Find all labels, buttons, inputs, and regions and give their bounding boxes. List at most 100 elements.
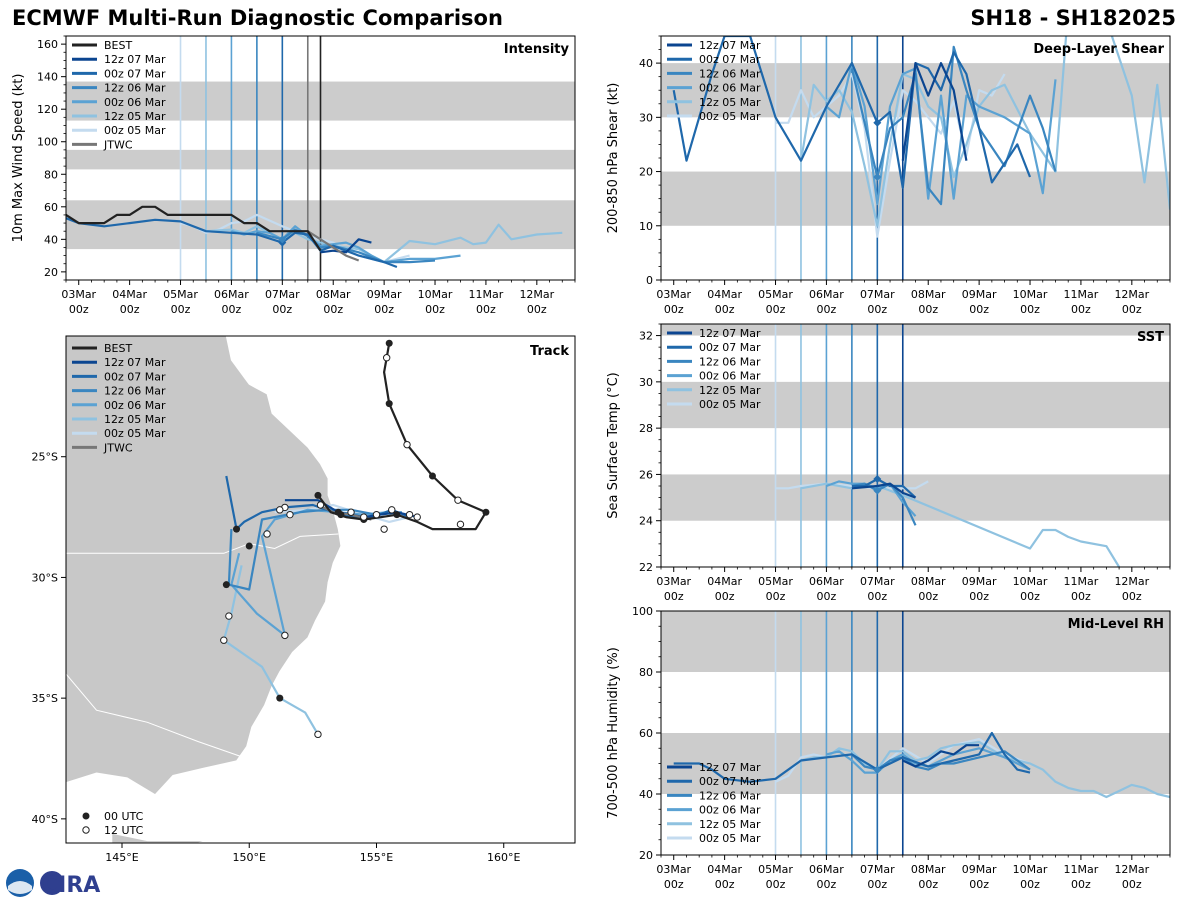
track-legend-label: 00z 06 Mar [104, 399, 166, 412]
sst-y-tick-label: 24 [639, 515, 653, 528]
rh-x-tick-label: 07Mar [860, 863, 895, 876]
track-point-00utc [393, 511, 401, 519]
shear-series-line [799, 36, 1170, 227]
track-legend-label: 12z 05 Mar [104, 413, 166, 426]
sst-x-tick-label: 04Mar [707, 575, 742, 588]
sst-panel: 22 24 26 28 30 32 03Mar 00z 04Mar 00z 05Mar 00z 06Ma… [606, 323, 1171, 603]
intensity-x-tick-label: 06Mar [214, 288, 249, 301]
sst-y-tick-label: 32 [639, 330, 653, 343]
sst-legend-label: 12z 07 Mar [699, 327, 761, 340]
rh-x-tick-label: 11Mar [1064, 863, 1099, 876]
track-point-00utc [428, 472, 436, 480]
track-x-tick-label: 145°E [105, 851, 138, 864]
track-point-12utc [263, 530, 271, 538]
track-point-12utc [413, 513, 421, 521]
track-point-12utc [388, 506, 396, 514]
shear-x-tick-label-hour: 00z [1071, 303, 1091, 316]
rh-panel-title: Mid-Level RH [1068, 617, 1164, 632]
intensity-legend-label: 12z 06 Mar [104, 82, 166, 95]
rh-x-tick-label-hour: 00z [664, 878, 684, 891]
intensity-y-tick-label: 100 [37, 136, 58, 149]
track-point-12utc [456, 520, 465, 529]
track-panel: 145°E 150°E 155°E 160°E 25°S 30°S 35°S 40°S Trac… [32, 335, 576, 864]
shear-x-tick-label: 03Mar [656, 288, 691, 301]
shear-y-tick-label: 0 [646, 274, 653, 287]
rh-y-tick-label: 20 [639, 849, 653, 862]
intensity-y-tick-label: 160 [37, 38, 58, 51]
shear-x-tick-label: 12Mar [1114, 288, 1149, 301]
shear-y-tick-label: 30 [639, 111, 653, 124]
track-point-00utc [276, 694, 284, 702]
rh-series-line [902, 744, 980, 768]
track-point-12utc [380, 525, 388, 533]
shear-data-point [873, 118, 882, 127]
sst-x-tick-label: 09Mar [962, 575, 997, 588]
state-border-nsw-vic [66, 673, 247, 759]
intensity-x-tick-label-hour: 00z [69, 303, 89, 316]
sst-x-tick-label: 12Mar [1114, 575, 1149, 588]
track-point-00utc [314, 491, 322, 499]
track-point-00utc [385, 400, 393, 408]
intensity-x-tick-label-hour: 00z [425, 303, 445, 316]
intensity-x-tick-label-hour: 00z [476, 303, 496, 316]
shear-series-line [672, 36, 1032, 189]
page-title: ECMWF Multi-Run Diagnostic Comparison [12, 6, 503, 30]
intensity-x-tick-label: 09Mar [367, 288, 402, 301]
track-point-00utc [245, 542, 253, 550]
track-line [227, 508, 403, 591]
shear-x-tick-label-hour: 00z [817, 303, 837, 316]
sst-legend-label: 12z 06 Mar [699, 355, 761, 368]
intensity-x-tick-label-hour: 00z [171, 303, 191, 316]
rh-x-tick-label: 12Mar [1114, 863, 1149, 876]
intensity-y-tick-label: 20 [44, 266, 58, 279]
sst-plot-area [661, 324, 1170, 567]
track-point-12utc [316, 501, 325, 509]
rh-series-line [800, 740, 1170, 799]
sst-y-tick-label: 30 [639, 376, 653, 389]
track-point-00utc [222, 581, 230, 589]
intensity-y-tick-label: 120 [37, 103, 58, 116]
intensity-y-tick-label: 40 [44, 233, 58, 246]
shear-x-tick-label: 10Mar [1013, 288, 1048, 301]
track-point-12utc [454, 496, 462, 504]
intensity-x-tick-label-hour: 00z [323, 303, 343, 316]
rh-x-tick-label: 03Mar [656, 863, 691, 876]
australia-landmass [66, 336, 342, 796]
shear-x-tick-label: 04Mar [707, 288, 742, 301]
sst-legend-label: 00z 07 Mar [699, 341, 761, 354]
track-point-12utc [382, 354, 391, 362]
intensity-legend-label: 00z 06 Mar [104, 96, 166, 109]
sst-x-tick-label-hour: 00z [918, 590, 938, 603]
track-point-12utc [405, 510, 414, 519]
track-line [317, 343, 487, 531]
intensity-x-tick-label: 05Mar [163, 288, 198, 301]
marker-legend-label: 00 UTC [104, 810, 144, 823]
track-x-tick-label: 150°E [233, 851, 266, 864]
shear-series-line [850, 45, 1057, 206]
intensity-panel-title: Intensity [504, 42, 570, 57]
intensity-panel: 20 40 60 80 100 120 140 160 03Mar 00z 04Mar 00z 05Ma… [11, 35, 576, 316]
sst-band [661, 381, 1170, 429]
rh-band [661, 611, 1170, 672]
rh-legend-label: 00z 06 Mar [699, 804, 761, 817]
sst-y-tick-label: 22 [639, 561, 653, 574]
shear-x-tick-label-hour: 00z [766, 303, 786, 316]
intensity-x-tick-label: 04Mar [112, 288, 147, 301]
intensity-legend-label: BEST [104, 39, 132, 52]
track-point-12utc [286, 510, 294, 519]
rh-legend-label: 12z 07 Mar [699, 761, 761, 774]
rh-panel: 20 40 60 80 100 03Mar 00z 04Mar 00z 05Mar 00z 06Mar… [606, 605, 1171, 891]
shear-x-tick-label: 06Mar [809, 288, 844, 301]
intensity-y-axis-label: 10m Max Wind Speed (kt) [11, 74, 26, 243]
shear-x-tick-label-hour: 00z [664, 303, 684, 316]
intensity-y-tick-label: 80 [44, 168, 58, 181]
intensity-x-tick-label: 11Mar [469, 288, 504, 301]
rh-x-tick-label-hour: 00z [918, 878, 938, 891]
sst-data-point [873, 475, 882, 484]
sst-data-point [873, 486, 882, 495]
track-point-12utc [372, 510, 381, 519]
track-point-12utc [225, 612, 233, 620]
rh-x-tick-label-hour: 00z [1071, 878, 1091, 891]
rh-x-tick-label: 08Mar [911, 863, 946, 876]
